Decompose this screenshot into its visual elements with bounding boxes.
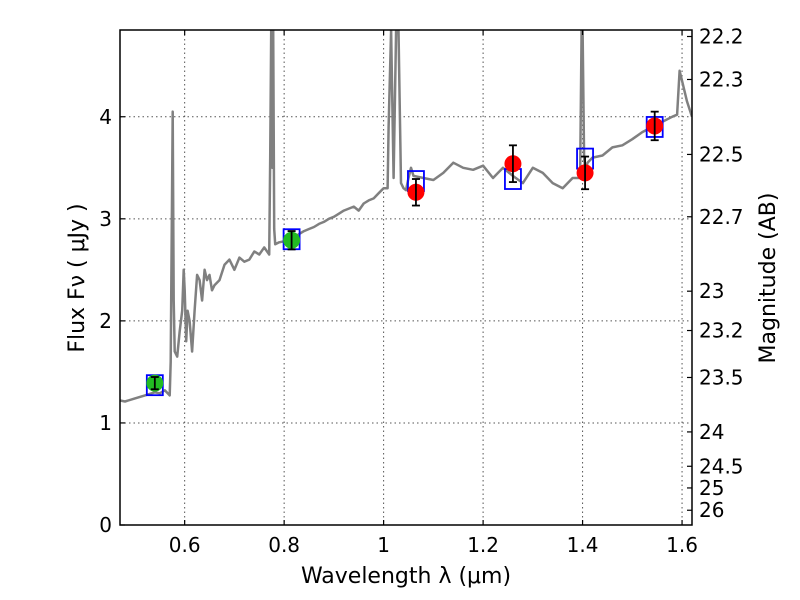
- y-tick-label: 2: [99, 309, 112, 333]
- right-tick-label: 22.5: [699, 142, 744, 166]
- y-tick-label: 4: [99, 105, 112, 129]
- axes-frame: [119, 29, 693, 526]
- x-tick-label: 1.4: [567, 533, 599, 557]
- plot-area: [120, 30, 692, 403]
- x-tick-label: 0.8: [268, 533, 300, 557]
- right-tick-label: 22.2: [699, 25, 744, 49]
- right-tick-label: 22.7: [699, 205, 744, 229]
- right-tick-label: 26: [699, 498, 724, 522]
- right-tick-label: 22.3: [699, 67, 744, 91]
- right-tick-label: 23.5: [699, 365, 744, 389]
- right-tick-label: 23.2: [699, 319, 744, 343]
- x-tick-label: 0.6: [169, 533, 201, 557]
- y-axis-title: Flux Fν ( μJy ): [65, 203, 90, 352]
- x-tick-label: 1.6: [666, 533, 698, 557]
- y-tick-label: 0: [99, 513, 112, 537]
- x-axis-title: Wavelength λ (μm): [301, 564, 511, 589]
- x-tick-label: 1.2: [467, 533, 499, 557]
- axis-ticks: 0.6 0.8 1 1.2 1.4 1.60123422.222.322.522.7232…: [99, 25, 743, 557]
- y-tick-label: 1: [99, 411, 112, 435]
- right-tick-label: 23: [699, 279, 724, 303]
- right-tick-label: 24.5: [699, 454, 744, 478]
- grid: [120, 30, 692, 525]
- right-tick-label: 25: [699, 476, 724, 500]
- x-tick-label: 1: [377, 533, 390, 557]
- right-axis-title: Magnitude (AB): [756, 193, 781, 364]
- right-tick-label: 24: [699, 420, 724, 444]
- y-tick-label: 3: [99, 207, 112, 231]
- sed-line: [120, 30, 692, 403]
